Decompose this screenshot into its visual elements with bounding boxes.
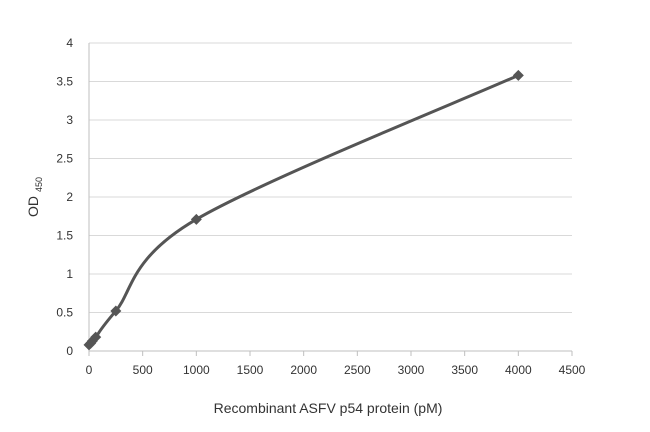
y-tick-label: 0.5 <box>56 306 73 320</box>
data-point <box>110 305 122 317</box>
x-tick-label: 0 <box>86 363 93 377</box>
axis-layer: 0 0.5 1 1.5 2 2.5 3 3.5 4 0 500 1000 1500 2000 2500 300… <box>56 36 585 377</box>
y-axis-title: OD 450 <box>25 177 44 217</box>
x-tick-label: 3500 <box>451 363 478 377</box>
y-axis-title-main: OD <box>25 196 41 217</box>
y-tick-label: 1 <box>66 267 73 281</box>
x-tick-label: 3000 <box>398 363 425 377</box>
data-point <box>512 69 524 81</box>
x-axis-title: Recombinant ASFV p54 protein (pM) <box>214 400 443 416</box>
y-tick-label: 0 <box>66 344 73 358</box>
y-tick-label: 4 <box>66 36 73 50</box>
x-tick-label: 500 <box>133 363 153 377</box>
y-axis-title-subscript: 450 <box>34 177 44 192</box>
x-tick-label: 1000 <box>183 363 210 377</box>
x-tick-label: 1500 <box>237 363 264 377</box>
label-layer: Recombinant ASFV p54 protein (pM) OD 450 <box>25 177 442 416</box>
grid-layer <box>89 42 572 313</box>
y-tick-label: 2.5 <box>56 152 73 166</box>
x-tick-label: 4500 <box>559 363 586 377</box>
data-point <box>90 331 102 343</box>
x-tick-label: 2500 <box>344 363 371 377</box>
y-tick-label: 2 <box>66 190 73 204</box>
x-tick-label: 2000 <box>290 363 317 377</box>
series-layer <box>83 69 524 351</box>
x-tick-label: 4000 <box>505 363 532 377</box>
y-tick-label: 3.5 <box>56 75 73 89</box>
series-line <box>87 73 519 346</box>
y-tick-label: 1.5 <box>56 229 73 243</box>
data-point <box>190 213 202 225</box>
y-tick-label: 3 <box>66 113 73 127</box>
